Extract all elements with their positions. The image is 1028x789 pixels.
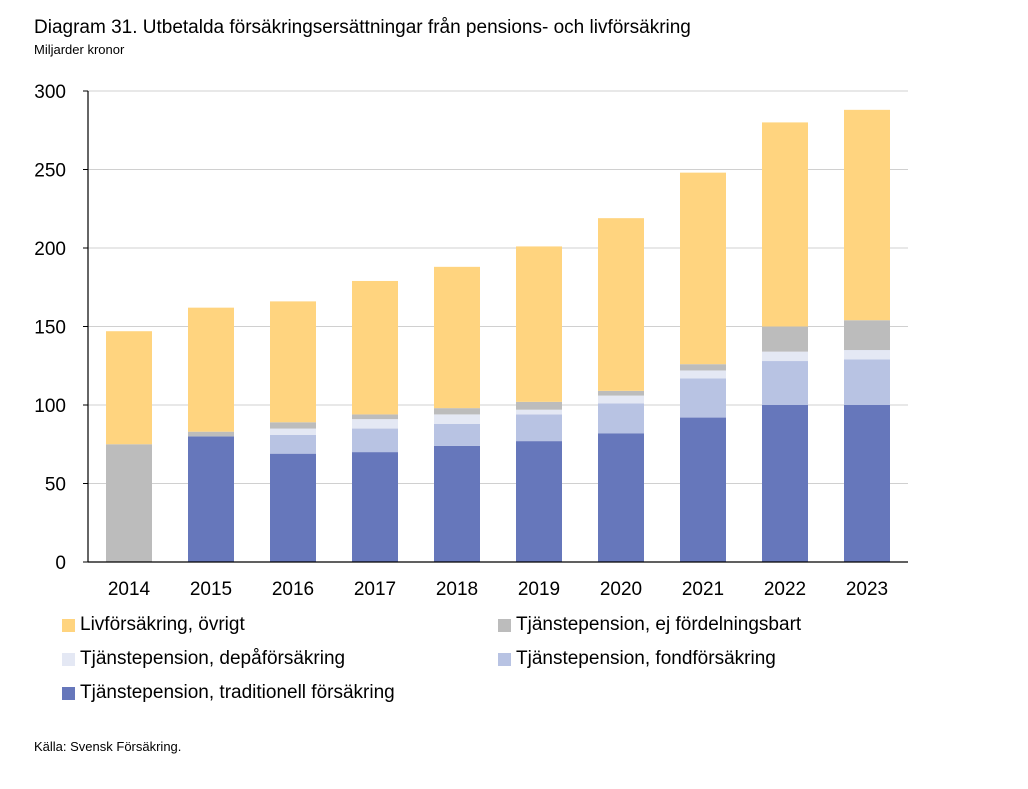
bar-segment <box>844 320 890 351</box>
legend-item-livforsakring-ovrigt: Livförsäkring, övrigt <box>62 608 498 642</box>
bar-segment <box>188 431 234 437</box>
chart-subtitle: Miljarder kronor <box>34 42 125 57</box>
x-tick-label: 2023 <box>846 579 888 600</box>
bar-segment <box>352 419 398 429</box>
bar-segment <box>352 428 398 453</box>
legend-swatch <box>62 652 75 666</box>
legend-row: Livförsäkring, övrigt Tjänstepension, ej… <box>62 608 962 642</box>
bar-segment <box>270 428 316 435</box>
legend-label: Livförsäkring, övrigt <box>80 614 245 635</box>
legend-label: Tjänstepension, fondförsäkring <box>516 648 776 669</box>
bar-segment <box>516 401 562 410</box>
x-tick-label: 2020 <box>600 579 642 600</box>
bar-segment <box>434 266 480 409</box>
x-tick-label: 2019 <box>518 579 560 600</box>
bar-segment <box>188 307 234 432</box>
chart-legend: Livförsäkring, övrigt Tjänstepension, ej… <box>62 608 962 710</box>
y-tick-label: 300 <box>34 82 66 103</box>
bar-segment <box>762 122 808 327</box>
bar-segment <box>762 405 808 562</box>
bar-segment <box>844 109 890 321</box>
bar-segment <box>106 444 152 562</box>
bar-segment <box>762 326 808 352</box>
legend-swatch <box>498 652 511 666</box>
bar-segment <box>762 361 808 405</box>
x-tick-label: 2017 <box>354 579 396 600</box>
bar-segment <box>598 433 644 562</box>
x-tick-label: 2016 <box>272 579 314 600</box>
bar-segment <box>434 414 480 424</box>
y-tick-label: 250 <box>34 161 66 182</box>
bar-segment <box>516 414 562 442</box>
y-tick-label: 50 <box>45 475 66 496</box>
y-tick-label: 200 <box>34 239 66 260</box>
bar-segment <box>598 218 644 391</box>
bar-segment <box>680 172 726 365</box>
bar-segment <box>680 364 726 371</box>
bar-segment <box>434 423 480 446</box>
bar-segment <box>352 280 398 415</box>
bar-segment <box>762 351 808 362</box>
bar-segment <box>434 445 480 562</box>
chart-title: Diagram 31. Utbetalda försäkringsersättn… <box>34 17 691 38</box>
bar-segment <box>516 246 562 402</box>
legend-label: Tjänstepension, depåförsäkring <box>80 648 346 669</box>
bar-segment <box>844 350 890 360</box>
legend-swatch <box>62 686 75 700</box>
bar-segment <box>844 359 890 405</box>
legend-item-traditionell-forsakring: Tjänstepension, traditionell försäkring <box>62 676 498 710</box>
legend-item-fondforsakring: Tjänstepension, fondförsäkring <box>498 642 776 676</box>
bar-segment <box>270 422 316 429</box>
legend-swatch <box>62 618 75 632</box>
y-tick-label: 0 <box>55 553 66 574</box>
bar-segment <box>270 434 316 454</box>
source-note: Källa: Svensk Försäkring. <box>34 739 182 754</box>
legend-swatch <box>498 618 511 632</box>
bar-segment <box>598 403 644 434</box>
x-tick-label: 2022 <box>764 579 806 600</box>
legend-label: Tjänstepension, traditionell försäkring <box>80 682 395 703</box>
bar-segment <box>106 331 152 445</box>
y-tick-label: 100 <box>34 396 66 417</box>
bar-segment <box>352 452 398 562</box>
bar-segment <box>188 436 234 562</box>
y-tick-label: 150 <box>34 318 66 339</box>
legend-row: Tjänstepension, traditionell försäkring <box>62 676 962 710</box>
bar-segment <box>844 405 890 562</box>
bar-segment <box>516 441 562 562</box>
x-tick-label: 2018 <box>436 579 478 600</box>
bar-segment <box>270 453 316 562</box>
x-tick-label: 2021 <box>682 579 724 600</box>
bar-segment <box>516 409 562 415</box>
legend-row: Tjänstepension, depåförsäkring Tjänstepe… <box>62 642 962 676</box>
bar-segment <box>352 414 398 420</box>
bar-segment <box>598 395 644 404</box>
legend-item-ej-fordelningsbart: Tjänstepension, ej fördelningsbart <box>498 608 801 642</box>
legend-label: Tjänstepension, ej fördelningsbart <box>516 614 802 635</box>
bar-segment <box>598 390 644 396</box>
bar-segment <box>270 301 316 423</box>
x-tick-label: 2014 <box>108 579 151 600</box>
bar-segment <box>680 370 726 379</box>
bar-segment <box>434 408 480 415</box>
legend-item-depaforsakring: Tjänstepension, depåförsäkring <box>62 642 498 676</box>
x-tick-label: 2015 <box>190 579 232 600</box>
bar-segment <box>680 378 726 418</box>
bar-segment <box>680 417 726 562</box>
